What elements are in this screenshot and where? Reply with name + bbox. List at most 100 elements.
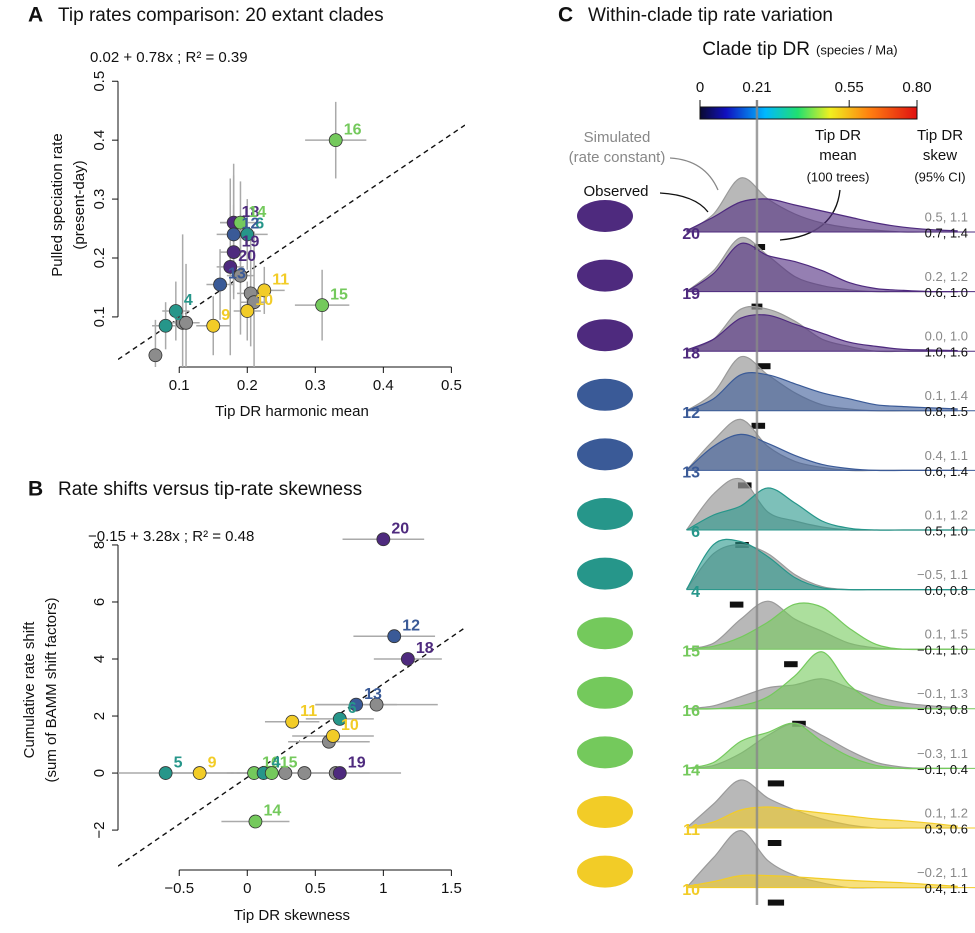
annotation: skew [923,147,957,164]
point-label: 5 [174,754,183,771]
plot-area [118,101,465,367]
annotation: Tip DR [917,127,963,144]
observed-skew: −0.1, 0.4 [917,762,968,777]
mean-range [756,363,771,370]
colorbar-tick-label: 0.80 [902,79,931,96]
point [226,227,241,242]
x-tick-label: −0.5 [164,880,194,897]
simulated-density-area [686,830,958,888]
simulated-skew: 0.1, 1.2 [925,507,968,522]
point [179,315,193,330]
point [264,766,279,780]
point [240,304,255,318]
observed-skew: 0.5, 1.0 [925,523,968,538]
observed-density-line [686,314,958,352]
point [158,318,173,333]
clade-icon [577,438,633,471]
observed-skew: 0.8, 1.5 [925,404,968,419]
annotation: Tip DR [815,127,861,144]
chart-title: Tip rates comparison: 20 extant clades [58,5,384,26]
x-tick-label: 0.3 [305,377,326,394]
point [240,227,255,242]
colorbar [699,106,918,120]
point [332,711,347,726]
row-label: 10 [682,882,700,899]
point-label: 5 [174,307,183,324]
x-tick-label: 0.5 [305,880,326,897]
point [257,283,272,298]
clade-icon [577,855,633,888]
colorbar-tick-label: 0.21 [742,79,771,96]
row-label: 14 [682,763,700,780]
point [168,304,183,318]
observed-density-area [686,487,958,531]
observed-density-line [686,198,958,232]
row-label: 19 [682,286,700,303]
clade-icon [577,557,633,590]
annotation: (95% CI) [914,169,965,184]
point-label: 11 [272,272,289,289]
observed-skew: 0.4, 1.1 [925,881,968,896]
clade-icon [577,796,633,828]
observed-density-area [686,723,958,769]
annotation: Observed [583,183,648,200]
simulated-skew: −0.5, 1.1 [917,567,968,582]
y-tick-label: 0.4 [91,130,108,151]
point [332,766,347,780]
mean-range [767,840,782,846]
clade-icon [577,617,633,650]
point [369,697,384,712]
point [223,259,238,274]
point-label: 14 [248,204,266,221]
plot-area [118,538,465,867]
row-label: 6 [691,524,700,541]
point-label: 15 [280,754,298,771]
observed-skew: −0.3, 0.8 [917,702,968,717]
x-tick-label: 1 [379,880,387,897]
point-label: 20 [391,520,409,537]
simulated-skew: 0.0, 1.0 [925,329,968,344]
x-tick-label: 0 [243,880,251,897]
simulated-skew: 0.1, 1.5 [925,627,968,642]
point [315,298,330,313]
row-label: 13 [682,465,700,482]
x-axis-title: Tip DR harmonic mean [215,403,369,420]
arrow [659,192,709,213]
mean-range [767,899,785,906]
point-label: 12 [402,617,420,634]
row-label: 12 [682,405,700,422]
point-label: 4 [272,754,281,771]
point-label: 18 [242,204,260,221]
y-tick-label: 4 [91,655,108,663]
clade-icon [577,676,633,709]
regression-line [118,124,465,361]
observed-density-line [686,651,958,710]
observed-skew: −0.1, 1.0 [917,643,968,658]
x-tick-label: 0.1 [169,377,190,394]
observed-density-line [686,806,958,829]
annotation: Simulated [584,129,651,146]
observed-skew: 0.7, 1.4 [925,225,968,240]
point-label: 10 [255,292,273,309]
point [400,652,415,666]
y-tick-label: 2 [91,712,108,720]
y-tick-label: −2 [91,822,108,839]
observed-density-area [686,602,958,650]
point-label: 6 [348,700,357,717]
fit-annotation: −0.15 + 3.28x ; R² = 0.48 [88,528,254,545]
simulated-skew: 0.1, 1.4 [925,388,968,403]
point [192,766,207,780]
point-label: 9 [208,754,217,771]
simulated-skew: −0.2, 1.1 [917,865,968,880]
simulated-skew: 0.1, 1.2 [925,805,968,820]
simulated-skew: −0.3, 1.1 [917,746,968,761]
point-label: 15 [330,286,348,303]
point-label: 18 [416,640,434,657]
fit-annotation: 0.02 + 0.78x ; R² = 0.39 [90,49,248,66]
y-axis-title: (present-day) [71,160,88,249]
x-axis-title: Tip DR skewness [234,907,350,924]
colorbar-title: Clade tip DR [702,39,810,60]
chart-title: Rate shifts versus tip-rate skewness [58,479,362,500]
point [226,245,241,260]
observed-density-area [686,539,958,590]
